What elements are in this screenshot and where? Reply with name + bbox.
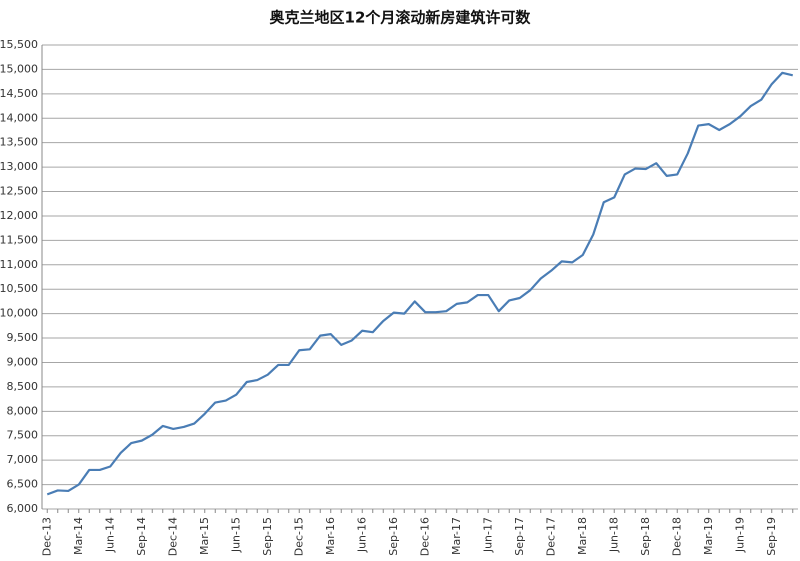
x-tick-label: Dec-13 (40, 517, 53, 556)
x-tick-label: Jun-16 (355, 517, 368, 553)
y-tick-label: 11,500 (0, 233, 38, 246)
y-tick-label: 12,000 (0, 209, 38, 222)
y-tick-label: 15,000 (0, 62, 38, 75)
x-tick-label: Sep-14 (135, 517, 148, 556)
y-tick-label: 10,000 (0, 307, 38, 320)
x-tick-label: Dec-18 (670, 517, 683, 556)
y-tick-label: 14,000 (0, 111, 38, 124)
y-tick-label: 11,000 (0, 258, 38, 271)
y-tick-label: 6,500 (7, 478, 39, 491)
y-tick-label: 8,500 (7, 380, 39, 393)
x-tick-label: Dec-16 (418, 517, 431, 556)
y-tick-label: 8,000 (7, 404, 39, 417)
x-tick-label: Mar-16 (324, 517, 337, 555)
x-tick-label: Sep-18 (639, 517, 652, 556)
y-tick-label: 15,500 (0, 38, 38, 51)
y-tick-label: 14,500 (0, 87, 38, 100)
x-tick-label: Jun-15 (229, 517, 242, 553)
y-tick-label: 13,500 (0, 136, 38, 149)
x-tick-label: Jun-18 (607, 517, 620, 553)
y-tick-label: 6,000 (7, 502, 39, 515)
x-tick-label: Dec-15 (292, 517, 305, 556)
x-tick-label: Dec-14 (166, 517, 179, 556)
data-line (46, 71, 793, 496)
x-tick-label: Dec-17 (544, 517, 557, 556)
x-tick-label: Mar-14 (72, 517, 85, 555)
x-tick-label: Mar-17 (450, 517, 463, 555)
x-tick-label: Mar-19 (702, 517, 715, 555)
y-tick-label: 13,000 (0, 160, 38, 173)
x-tick-label: Mar-15 (198, 517, 211, 555)
y-tick-label: 12,500 (0, 185, 38, 198)
x-tick-label: Sep-15 (261, 517, 274, 556)
chart-title: 奥克兰地区12个月滚动新房建筑许可数 (270, 9, 532, 27)
y-tick-label: 9,500 (7, 331, 39, 344)
x-tick-label: Sep-19 (765, 517, 778, 556)
y-tick-label: 9,000 (7, 355, 39, 368)
y-tick-label: 7,500 (7, 429, 39, 442)
x-tick-label: Sep-16 (387, 517, 400, 556)
x-tick-label: Sep-17 (513, 517, 526, 556)
x-tick-label: Jun-17 (481, 517, 494, 553)
y-tick-label: 10,500 (0, 282, 38, 295)
x-tick-label: Jun-14 (103, 517, 116, 553)
x-tick-label: Jun-19 (733, 517, 746, 553)
y-tick-label: 7,000 (7, 453, 39, 466)
x-tick-label: Mar-18 (576, 517, 589, 555)
